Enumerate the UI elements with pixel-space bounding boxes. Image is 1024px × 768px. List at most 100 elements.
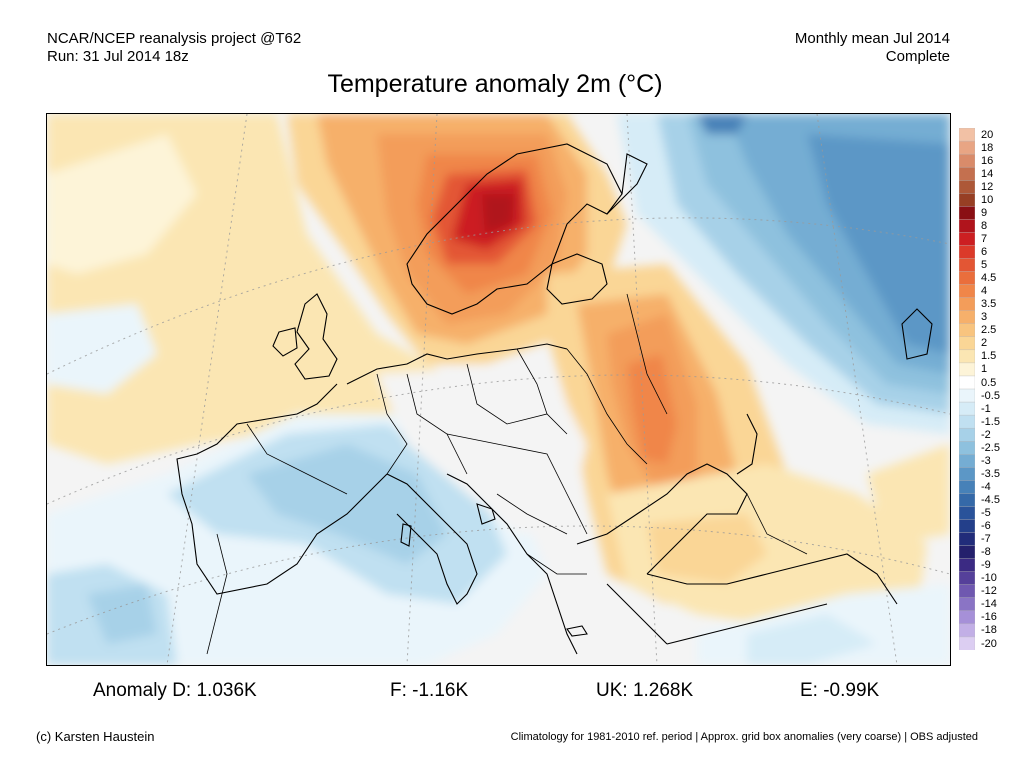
source-project-text: NCAR/NCEP reanalysis project @T62 — [47, 30, 302, 47]
colorbar-swatch — [959, 584, 975, 599]
colorbar-label: -2.5 — [981, 441, 1000, 454]
france-anomaly: F: -1.16K — [390, 680, 469, 701]
colorbar-label: -1.5 — [981, 415, 1000, 428]
colorbar-swatch — [959, 284, 975, 299]
status-text: Complete — [885, 48, 950, 65]
colorbar-swatch — [959, 636, 975, 650]
regional-anomalies: Anomaly D: 1.036K F: -1.16K UK: 1.268K E… — [0, 680, 1024, 706]
colorbar-swatches — [959, 128, 975, 650]
colorbar-label: 10 — [981, 193, 994, 206]
colorbar-label: -7 — [981, 533, 991, 546]
colorbar-label: 1.5 — [981, 350, 997, 363]
climatology-note: Climatology for 1981-2010 ref. period | … — [510, 731, 978, 743]
colorbar-swatch — [959, 493, 975, 507]
colorbar-swatch — [959, 336, 975, 351]
colorbar-swatch — [959, 166, 975, 181]
colorbar-swatch — [959, 180, 975, 194]
colorbar-swatch — [959, 362, 975, 377]
colorbar-label: 2.5 — [981, 324, 997, 337]
colorbar-label: -5 — [981, 507, 991, 519]
colorbar-swatch — [959, 480, 975, 494]
colorbar-swatch — [959, 545, 975, 560]
anomaly-map — [46, 113, 951, 666]
colorbar-label: 16 — [981, 154, 994, 167]
colorbar-label: -3.5 — [981, 467, 1000, 480]
colorbar-swatch — [959, 323, 975, 338]
borders — [206, 293, 808, 655]
colorbar-label: -6 — [981, 520, 991, 532]
colorbar-swatch — [959, 401, 975, 416]
spain-anomaly: E: -0.99K — [800, 680, 880, 701]
colorbar-swatch — [959, 245, 975, 259]
colorbar-swatch — [959, 349, 975, 364]
colorbar-swatch — [959, 388, 975, 403]
colorbar-swatch — [959, 519, 975, 534]
colorbar-swatch — [959, 610, 975, 625]
source-info: NCAR/NCEP reanalysis project @T62 Run: 3… — [47, 30, 301, 66]
colorbar-label: 6 — [981, 246, 988, 258]
colorbar-label: -4.5 — [981, 493, 1000, 506]
colorbar-swatch — [959, 597, 975, 612]
colorbar-swatch — [959, 219, 975, 233]
colorbar-label: 7 — [981, 232, 988, 245]
colorbar-swatch — [959, 532, 975, 547]
colorbar-swatch — [959, 193, 975, 207]
colorbar-label: 3.5 — [981, 298, 997, 311]
colorbar-swatch — [959, 441, 975, 455]
colorbar-label: 18 — [981, 141, 994, 154]
colorbar-label: 3 — [981, 311, 988, 324]
colorbar-label: 2 — [981, 337, 988, 350]
colorbar-label: 8 — [981, 219, 988, 232]
colorbar-label: 9 — [981, 206, 988, 219]
colorbar-swatch — [959, 258, 975, 273]
period-text: Monthly mean Jul 2014 — [794, 30, 950, 47]
colorbar-label: -3 — [981, 454, 991, 467]
colorbar-swatch — [959, 558, 975, 573]
colorbar-label: -10 — [981, 572, 997, 585]
colorbar-label: -4 — [981, 480, 991, 493]
colorbar-label: 5 — [981, 259, 988, 271]
colorbar-swatch — [959, 128, 975, 142]
colorbar-label: -0.5 — [981, 389, 1000, 402]
colorbar-label: 20 — [981, 128, 994, 141]
colorbar-swatch — [959, 271, 975, 286]
colorbar-label: 12 — [981, 180, 994, 193]
colorbar-swatch — [959, 297, 975, 312]
colorbar-swatch — [959, 571, 975, 586]
colorbar-swatch — [959, 467, 975, 481]
colorbar-swatch — [959, 427, 975, 442]
colorbar-label: -20 — [981, 637, 997, 650]
colorbar-swatch — [959, 623, 975, 638]
uk-anomaly: UK: 1.268K — [596, 680, 694, 701]
colorbar-label: -16 — [981, 611, 997, 624]
colorbar-label: 14 — [981, 167, 994, 180]
colorbar-swatch — [959, 206, 975, 220]
graticule — [47, 114, 950, 665]
credit-text: (c) Karsten Haustein — [36, 729, 155, 744]
colorbar-swatch — [959, 506, 975, 521]
map-title: Temperature anomaly 2m (°C) — [327, 70, 663, 98]
colorbar-label: -2 — [981, 428, 991, 441]
run-time-text: Run: 31 Jul 2014 18z — [47, 48, 189, 65]
colorbar-label: 4.5 — [981, 272, 997, 285]
germany-anomaly: Anomaly D: 1.036K — [93, 680, 257, 701]
colorbar-label: -18 — [981, 624, 997, 637]
colorbar-swatch — [959, 414, 975, 429]
colorbar-label: 0.5 — [981, 376, 997, 389]
anomaly-shading — [47, 114, 950, 665]
colorbar-label: -12 — [981, 585, 997, 598]
colorbar-label: -1 — [981, 402, 991, 415]
anomaly-field — [47, 114, 950, 665]
colorbar-swatch — [959, 375, 975, 390]
period-info: Monthly mean Jul 2014 Complete — [795, 30, 950, 66]
colorbar-label: 1 — [981, 363, 988, 376]
colorbar-swatch — [959, 310, 975, 325]
colorbar — [959, 128, 975, 650]
colorbar-label: -14 — [981, 598, 997, 611]
colorbar-swatch — [959, 140, 975, 155]
colorbar-label: 4 — [981, 285, 988, 298]
colorbar-swatch — [959, 454, 975, 468]
colorbar-label: -9 — [981, 559, 991, 572]
colorbar-label: -8 — [981, 546, 991, 559]
colorbar-swatch — [959, 232, 975, 246]
